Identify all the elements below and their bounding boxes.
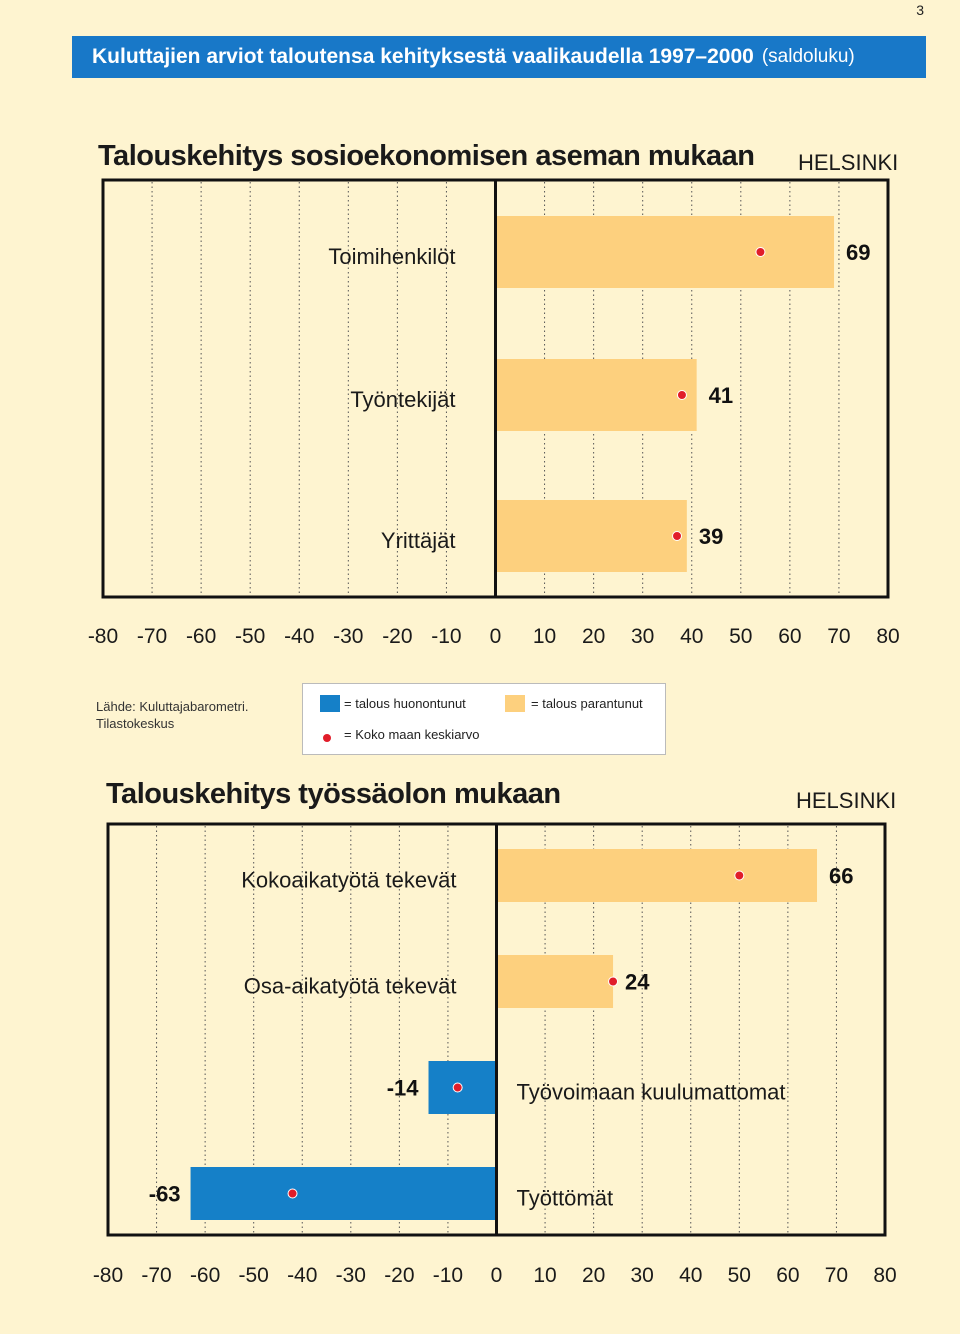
x-tick-label: -70 — [137, 625, 167, 648]
average-dot — [755, 247, 766, 257]
x-tick-label: 80 — [873, 1264, 896, 1287]
x-tick-label: 0 — [491, 1264, 503, 1287]
category-label: Yrittäjät — [381, 528, 456, 553]
x-tick-label: 80 — [876, 625, 899, 648]
x-tick-label: -80 — [88, 625, 118, 648]
bar-2 — [495, 359, 697, 431]
x-tick-label: -30 — [333, 625, 363, 648]
legend-negative-label: = talous huonontunut — [344, 696, 466, 711]
x-tick-label: -50 — [235, 625, 265, 648]
legend-positive-label: = talous parantunut — [531, 696, 643, 711]
x-tick-label: 60 — [778, 625, 801, 648]
average-dot — [287, 1188, 298, 1199]
x-tick-label: 30 — [631, 1264, 654, 1287]
legend-average-label: = Koko maan keskiarvo — [344, 727, 480, 742]
category-label: Työttömät — [517, 1186, 614, 1211]
bar-4 — [190, 1167, 497, 1220]
x-tick-label: -40 — [284, 625, 314, 648]
x-tick-label: -10 — [431, 625, 461, 648]
category-label: Osa-aikatyötä tekevät — [244, 974, 457, 999]
chart-1-title: Talouskehitys sosioekonomisen aseman muk… — [98, 140, 755, 172]
data-label: 69 — [846, 240, 870, 265]
bar-1 — [495, 216, 835, 288]
bar-2 — [496, 955, 614, 1008]
chart-2-region: HELSINKI — [796, 788, 897, 813]
x-tick-label: -10 — [433, 1264, 463, 1287]
bar-3 — [495, 500, 687, 572]
average-dot — [734, 870, 745, 881]
source-note: Lähde: Kuluttajabarometri. Tilastokeskus — [96, 698, 296, 732]
category-label: Kokoaikatyötä tekevät — [241, 868, 456, 893]
average-dot — [672, 531, 683, 541]
source-line-1: Lähde: Kuluttajabarometri. — [96, 699, 249, 714]
bar-1 — [496, 849, 818, 902]
x-tick-label: 20 — [582, 625, 605, 648]
page-number: 3 — [916, 2, 924, 18]
average-dot — [608, 976, 619, 987]
x-tick-label: -60 — [186, 625, 216, 648]
banner-subtitle: (saldoluku) — [761, 46, 855, 67]
legend: = talous huonontunut = talous parantunut… — [302, 683, 666, 755]
x-tick-label: 10 — [533, 1264, 556, 1287]
x-tick-label: 60 — [776, 1264, 799, 1287]
category-label: Toimihenkilöt — [328, 244, 455, 269]
x-tick-label: -20 — [382, 625, 412, 648]
x-tick-label: -50 — [239, 1264, 269, 1287]
chart-2: -80 -70 -60 -50 -40 -30 -20 -10 0 10 20 30 40 50 60 70 8… — [93, 822, 897, 1287]
x-tick-label: 70 — [825, 1264, 848, 1287]
data-label: 39 — [699, 524, 723, 549]
chart-2-title: Talouskehitys työssäolon mukaan — [106, 778, 561, 810]
x-tick-label: 20 — [582, 1264, 605, 1287]
legend-positive-swatch — [505, 695, 525, 712]
legend-average-dot — [323, 734, 331, 742]
data-label: 24 — [625, 970, 650, 995]
source-line-2: Tilastokeskus — [96, 716, 175, 731]
x-tick-label: 40 — [680, 625, 703, 648]
x-tick-label: -70 — [141, 1264, 171, 1287]
x-tick-label: 50 — [728, 1264, 751, 1287]
data-label: 41 — [709, 383, 733, 408]
x-tick-label: 0 — [490, 625, 502, 648]
average-dot — [452, 1082, 463, 1093]
x-tick-label: 50 — [729, 625, 752, 648]
x-tick-label: 10 — [533, 625, 556, 648]
category-label: Työntekijät — [350, 387, 455, 412]
x-tick-label: 70 — [827, 625, 850, 648]
legend-negative-swatch — [320, 695, 340, 712]
chart-1-region: HELSINKI — [798, 150, 899, 175]
data-label: -63 — [149, 1182, 181, 1207]
x-tick-label: -30 — [336, 1264, 366, 1287]
data-label: 66 — [829, 864, 853, 889]
x-tick-label: 40 — [679, 1264, 702, 1287]
page-banner: Kuluttajien arviot taloutensa kehitykses… — [72, 36, 926, 78]
x-tick-label: -60 — [190, 1264, 220, 1287]
chart-1: -80 -70 -60 -50 -40 -30 -20 -10 0 10 20 30 40 50 60 70 8… — [88, 178, 900, 648]
category-label: Työvoimaan kuulumattomat — [517, 1080, 786, 1105]
x-tick-label: 30 — [631, 625, 654, 648]
x-tick-label: -80 — [93, 1264, 123, 1287]
data-label: -14 — [387, 1076, 420, 1101]
x-tick-label: -20 — [384, 1264, 414, 1287]
average-dot — [676, 390, 687, 400]
x-tick-label: -40 — [287, 1264, 317, 1287]
banner-title: Kuluttajien arviot taloutensa kehitykses… — [92, 45, 754, 68]
